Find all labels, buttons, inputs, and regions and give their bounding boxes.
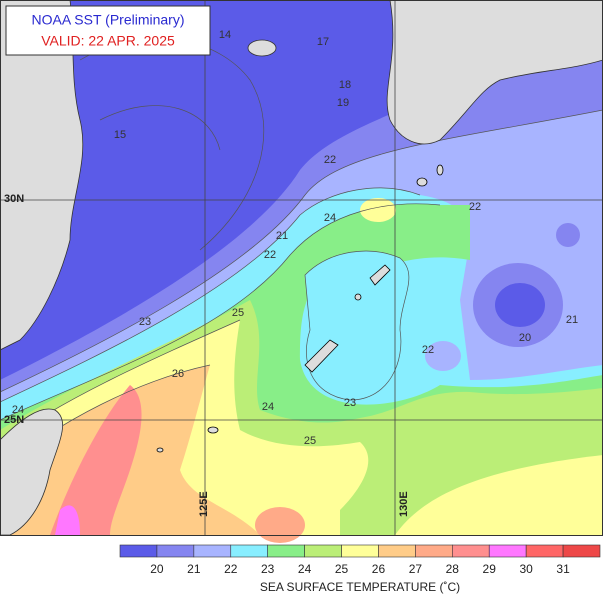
lat-label: 25N xyxy=(4,414,24,426)
contour-label: 21 xyxy=(566,314,578,326)
map: 30N 25N 125E 130E 14 17 18 19 15 22 21 2… xyxy=(0,0,603,543)
colorbar-swatch xyxy=(378,544,416,558)
colorbar-label: 23 xyxy=(261,562,275,576)
colorbar-swatch xyxy=(119,544,158,558)
graticule xyxy=(0,0,603,535)
sst-zone xyxy=(55,505,80,535)
contour-label: 17 xyxy=(317,36,329,48)
contour-label: 20 xyxy=(519,332,531,344)
colorbar-title: SEA SURFACE TEMPERATURE (˚C) xyxy=(260,580,460,594)
colorbar-swatch xyxy=(304,544,342,558)
lon-label: 125E xyxy=(198,491,210,517)
colorbar-swatch xyxy=(193,544,232,558)
contour-label: 24 xyxy=(324,212,336,224)
contour-label: 22 xyxy=(264,249,276,261)
valid-date: VALID: 22 APR. 2025 xyxy=(41,33,175,49)
contour-label: 14 xyxy=(219,29,231,41)
cold-eddy xyxy=(556,223,580,247)
jeju xyxy=(247,39,277,57)
colorbar-swatch xyxy=(156,544,195,558)
contour-label: 22 xyxy=(469,201,481,213)
colorbar-swatch xyxy=(267,544,305,558)
colorbar-label: 26 xyxy=(372,562,386,576)
contour-label: 24 xyxy=(262,401,274,413)
cold-eddy-core xyxy=(495,283,545,327)
colorbar-swatch xyxy=(562,544,601,558)
sst-zone xyxy=(50,385,142,535)
colorbar-label: 31 xyxy=(556,562,570,576)
colorbar-swatch xyxy=(488,544,527,558)
contour-label: 15 xyxy=(114,129,126,141)
islands xyxy=(156,164,444,453)
colorbar-label: 25 xyxy=(335,562,349,576)
contour-label: 25 xyxy=(304,435,316,447)
colorbar-label: 30 xyxy=(519,562,533,576)
title-box: NOAA SST (Preliminary) VALID: 22 APR. 20… xyxy=(5,5,211,56)
title: NOAA SST (Preliminary) xyxy=(32,12,185,28)
colorbar-swatch xyxy=(341,544,379,558)
contour-label: 25 xyxy=(232,307,244,319)
sst-zone xyxy=(305,251,409,400)
colorbar-label: 20 xyxy=(150,562,164,576)
cool-eddy xyxy=(425,341,461,371)
colorbar: 20 21 22 23 24 25 26 27 28 29 30 31 xyxy=(119,544,601,576)
colorbar-swatch xyxy=(230,544,268,558)
colorbar-label: 27 xyxy=(409,562,423,576)
colorbar-label: 22 xyxy=(224,562,238,576)
warm-patch xyxy=(255,507,305,543)
contour-label: 22 xyxy=(422,344,434,356)
japan xyxy=(386,0,603,145)
warm-patch xyxy=(360,198,396,222)
colorbar-label: 29 xyxy=(483,562,497,576)
contour-label: 22 xyxy=(324,154,336,166)
lat-label: 30N xyxy=(4,193,24,205)
taiwan xyxy=(0,408,63,536)
contour-label: 21 xyxy=(276,230,288,242)
lon-label: 130E xyxy=(398,491,410,517)
contour-label: 18 xyxy=(339,79,351,91)
colorbar-label: 24 xyxy=(298,562,312,576)
contour-label: 26 xyxy=(172,368,184,380)
colorbar-swatch xyxy=(415,544,453,558)
title-box-bg xyxy=(5,5,211,56)
sst-zone xyxy=(395,455,603,535)
contour-label: 23 xyxy=(344,397,356,409)
contour-label: 19 xyxy=(337,97,349,109)
colorbar-swatch xyxy=(525,544,564,558)
colorbar-swatch xyxy=(452,544,490,558)
colorbar-label: 21 xyxy=(187,562,201,576)
colorbar-label: 28 xyxy=(446,562,460,576)
contour-label: 23 xyxy=(139,316,151,328)
contour-label: 24 xyxy=(12,404,24,416)
